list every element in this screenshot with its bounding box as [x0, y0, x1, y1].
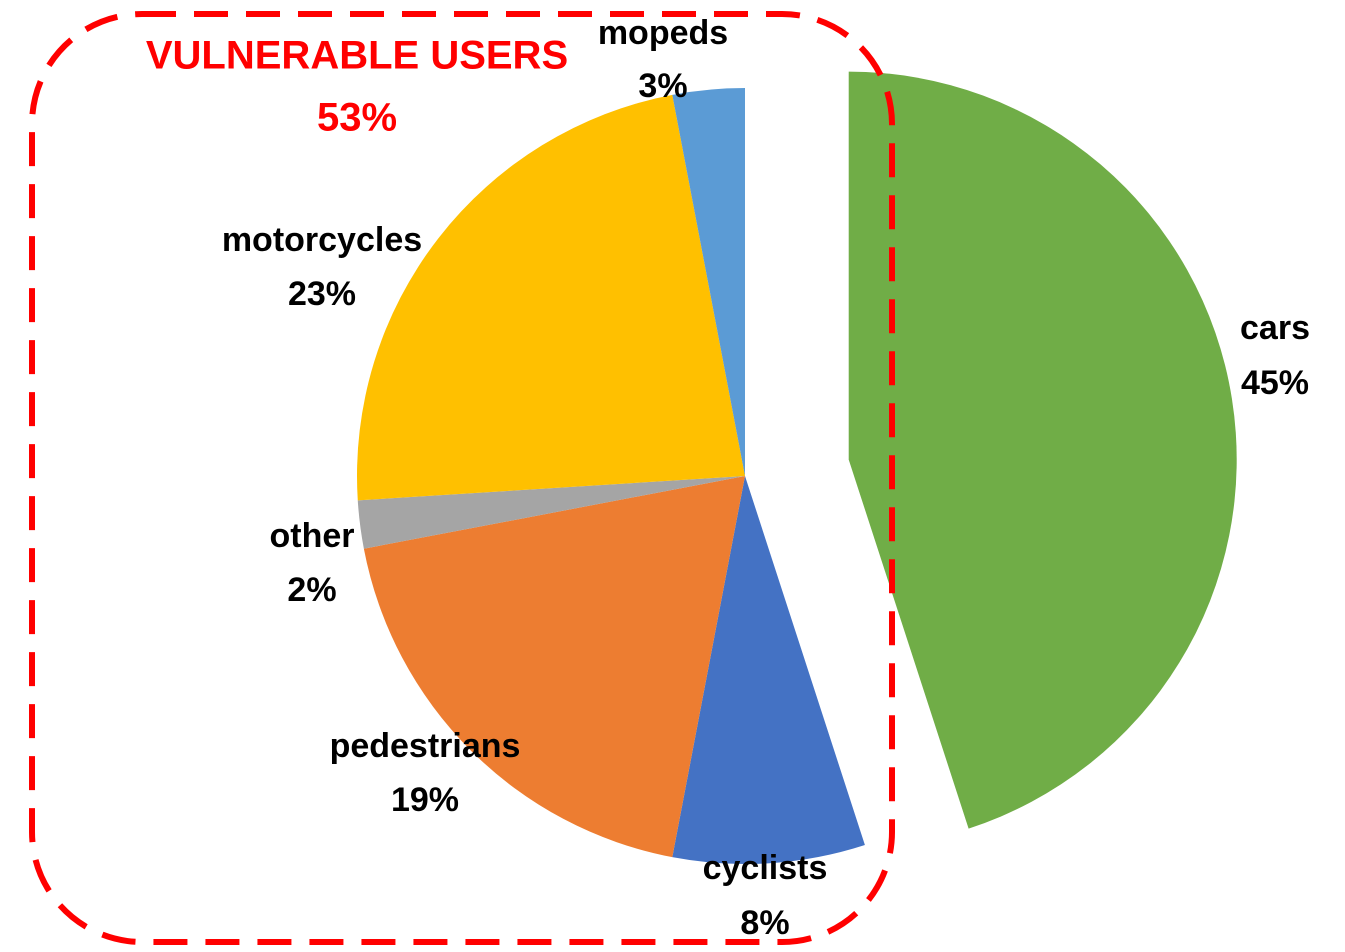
category-label: pedestrians — [330, 727, 521, 765]
pie-slice — [848, 71, 1237, 829]
pie — [357, 71, 1237, 864]
pie-slice — [357, 476, 745, 549]
value-label: 19% — [391, 781, 459, 819]
pie-slice — [672, 476, 865, 864]
vulnerable-users-box — [29, 11, 895, 945]
value-label: 8% — [740, 904, 789, 942]
category-label: motorcycles — [222, 221, 422, 259]
category-label: cars — [1240, 309, 1310, 347]
value-label: 2% — [287, 571, 336, 609]
category-label: cyclists — [703, 849, 828, 887]
annotation: 53% — [317, 96, 397, 140]
pie-slice — [672, 88, 745, 476]
value-label: 3% — [638, 67, 687, 105]
annotation: VULNERABLE USERS — [146, 34, 568, 78]
value-label: 45% — [1241, 364, 1309, 402]
value-label: 23% — [288, 275, 356, 313]
pie-slice — [357, 94, 745, 501]
pie-slice — [363, 476, 745, 858]
category-label: mopeds — [598, 14, 728, 52]
category-label: other — [270, 517, 355, 555]
